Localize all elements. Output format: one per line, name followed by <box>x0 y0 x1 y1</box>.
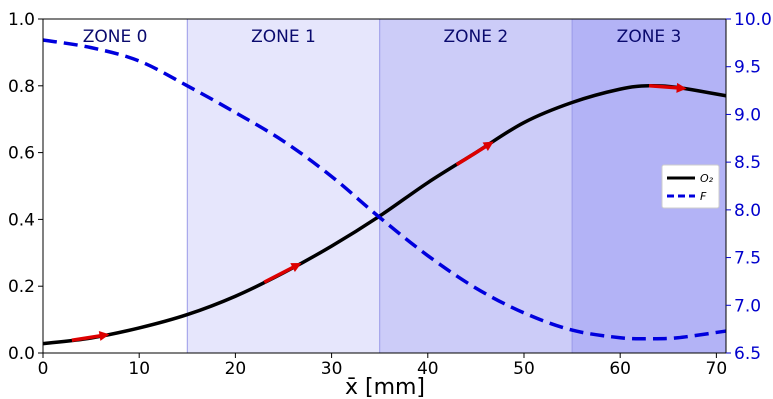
left-tick-label-3: 0.6 <box>8 144 35 164</box>
right-tick-label-3: 8.0 <box>734 201 761 221</box>
legend-o2-label: O₂ <box>700 172 714 185</box>
x-tick-label-3: 30 <box>321 359 343 379</box>
x-tick-label-6: 60 <box>609 359 631 379</box>
series-layer <box>42 38 727 346</box>
right-y-axis: 6.5 7.0 7.5 8.0 8.5 9.0 9.5 10.0 <box>726 10 772 364</box>
grid-layer <box>186 19 573 353</box>
left-tick-label-4: 0.8 <box>8 77 35 97</box>
arrows-layer <box>71 82 687 342</box>
series-line-o2 <box>42 83 727 346</box>
right-tick-label-6: 9.5 <box>734 58 761 78</box>
plot-frame <box>42 18 727 354</box>
right-tick-label-1: 7.0 <box>734 296 761 316</box>
left-tick-label-5: 1.0 <box>8 10 35 30</box>
right-tick-label-5: 9.0 <box>734 105 761 125</box>
arrow-shaft-1 <box>263 263 299 284</box>
zone-labels: ZONE 0 ZONE 1 ZONE 2 ZONE 3 <box>83 27 682 47</box>
x-tick-label-5: 50 <box>513 359 535 379</box>
arrow-head-1 <box>290 262 302 273</box>
x-tick-label-2: 20 <box>225 359 247 379</box>
right-tick-label-7: 10.0 <box>734 10 772 30</box>
zone-band-2 <box>379 19 573 353</box>
x-axis: 0 10 20 30 40 50 60 70 <box>38 353 728 379</box>
left-tick-label-0: 0.0 <box>8 344 35 364</box>
right-tick-label-2: 7.5 <box>734 249 761 269</box>
right-tick-label-4: 8.5 <box>734 153 761 173</box>
arrow-head-0 <box>98 330 110 341</box>
zone-label-3: ZONE 3 <box>617 27 682 47</box>
zone-label-1: ZONE 1 <box>251 27 316 47</box>
zone-band-1 <box>187 19 380 353</box>
x-tick-label-1: 10 <box>128 359 150 379</box>
series-line-f <box>42 38 727 341</box>
x-tick-label-4: 40 <box>417 359 439 379</box>
arrow-head-3 <box>676 82 687 93</box>
x-axis-label: x̄ [mm] <box>345 375 425 399</box>
legend: O₂ F <box>661 164 720 209</box>
left-tick-label-2: 0.4 <box>8 210 35 230</box>
x-tick-label-0: 0 <box>38 359 49 379</box>
zone-label-0: ZONE 0 <box>83 27 148 47</box>
x-tick-label-7: 70 <box>706 359 728 379</box>
zone-label-2: ZONE 2 <box>444 27 509 47</box>
arrow-head-2 <box>482 141 494 152</box>
right-tick-label-0: 6.5 <box>734 344 761 364</box>
zones-layer <box>43 19 726 353</box>
legend-box <box>661 164 720 209</box>
arrow-shaft-2 <box>455 142 492 167</box>
zone-band-0 <box>43 19 188 353</box>
left-y-axis: 0.0 0.2 0.4 0.6 0.8 1.0 <box>8 10 43 364</box>
left-tick-label-1: 0.2 <box>8 277 35 297</box>
legend-f-label: F <box>700 190 707 203</box>
